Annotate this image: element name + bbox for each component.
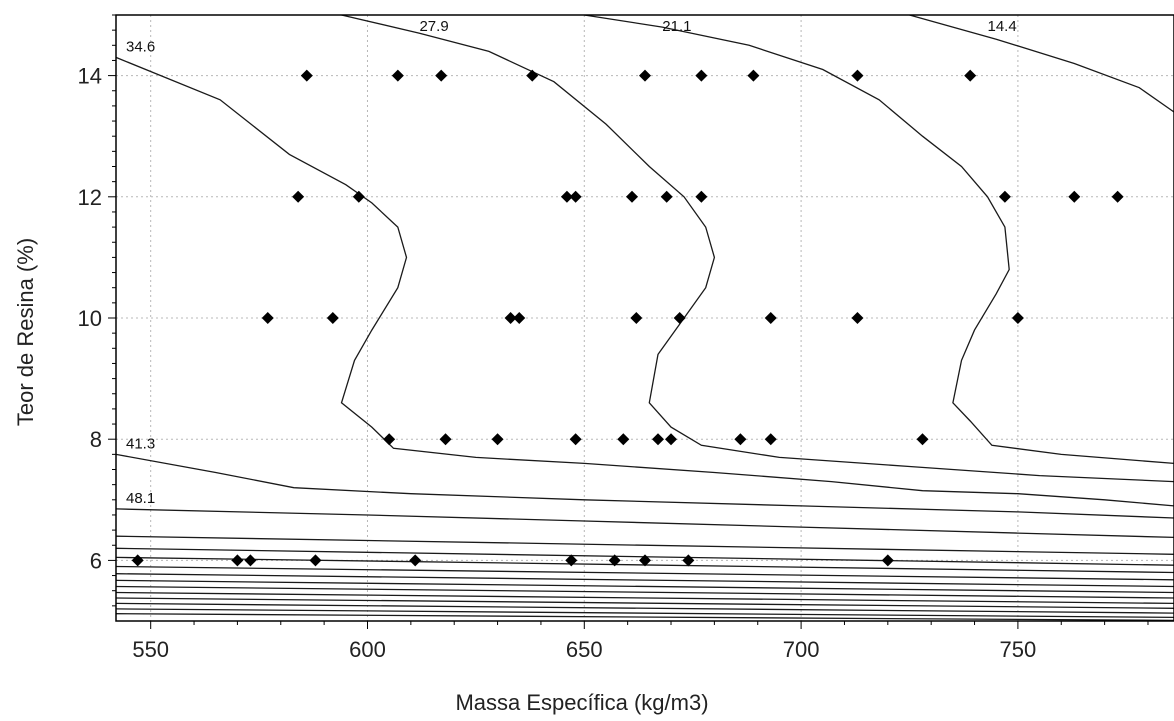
data-point [682,554,695,567]
data-point [244,554,257,567]
contour-labels: 34.6 27.9 21.1 14.4 41.3 48.1 [126,18,1017,507]
data-point [569,190,582,203]
data-point [1011,312,1024,324]
x-axis-title: Massa Específica (kg/m3) [455,690,708,715]
data-point [292,190,305,203]
data-point [300,69,313,82]
contour-label: 21.1 [662,18,691,35]
contour-label: 27.9 [419,18,448,35]
data-point [695,190,708,203]
data-point [630,312,643,324]
data-point [391,69,404,82]
contour-line [116,585,1174,599]
data-point [1068,190,1081,203]
data-point [916,433,929,446]
y-axis-title: Teor de Resina (%) [13,238,38,426]
data-point [851,69,864,82]
y-tick-label: 8 [90,427,102,452]
data-point [881,554,894,567]
data-point [617,433,630,446]
data-point [491,433,504,446]
contour-line [116,453,1174,519]
contour-line [116,56,1174,507]
data-point [526,69,539,82]
x-tick-label: 750 [1000,637,1037,662]
data-point [383,433,396,446]
contour-line [116,608,1174,619]
contour-line [116,573,1174,588]
data-point [513,312,526,324]
y-tick-label: 10 [78,306,102,331]
contour-lines [116,15,1174,621]
data-point [964,69,977,82]
data-points [131,69,1124,567]
data-point [747,69,760,82]
contour-label: 41.3 [126,435,155,452]
data-point [764,433,777,446]
contour-line [116,591,1174,605]
data-point [1111,190,1124,203]
contour-line [116,602,1174,614]
contour-label: 34.6 [126,38,155,55]
y-tick-label: 14 [78,64,102,89]
data-point [309,554,322,567]
data-point [565,554,578,567]
data-point [261,312,274,324]
x-tick-label: 700 [783,637,820,662]
contour-line [116,597,1174,609]
data-point [673,312,686,324]
data-point [231,554,244,567]
data-point [998,190,1011,203]
data-point [734,433,747,446]
contour-line [116,508,1174,539]
contour-line [341,15,1174,483]
data-point [851,312,864,324]
data-point [439,433,452,446]
data-point [639,69,651,82]
y-tick-label: 6 [90,548,102,573]
contour-label: 14.4 [988,18,1017,35]
contour-line [909,15,1174,113]
contour-label: 48.1 [126,490,155,507]
contour-line [116,565,1174,581]
data-point [608,554,621,567]
contour-line [584,15,1174,465]
data-point [695,69,708,82]
data-point [625,190,638,203]
contour-line [116,579,1174,594]
x-tick-label: 650 [566,637,603,662]
data-point [409,554,422,567]
x-tick-label: 600 [349,637,386,662]
data-point [764,312,777,324]
x-tick-label: 550 [132,637,169,662]
data-point [660,190,673,203]
data-point [569,433,582,446]
y-tick-label: 12 [78,185,102,210]
data-point [435,69,448,82]
axis-ticks [108,14,1149,629]
contour-line [116,613,1174,621]
data-point [352,190,365,203]
data-point [652,433,665,446]
data-point [326,312,339,324]
contour-line [116,535,1174,555]
data-point [665,433,678,446]
data-point [504,312,517,324]
data-point [560,190,573,203]
data-point [131,554,144,567]
axis-tick-labels: 550 600 650 700 750 6 8 10 12 14 [78,64,1037,662]
data-point [639,554,651,567]
